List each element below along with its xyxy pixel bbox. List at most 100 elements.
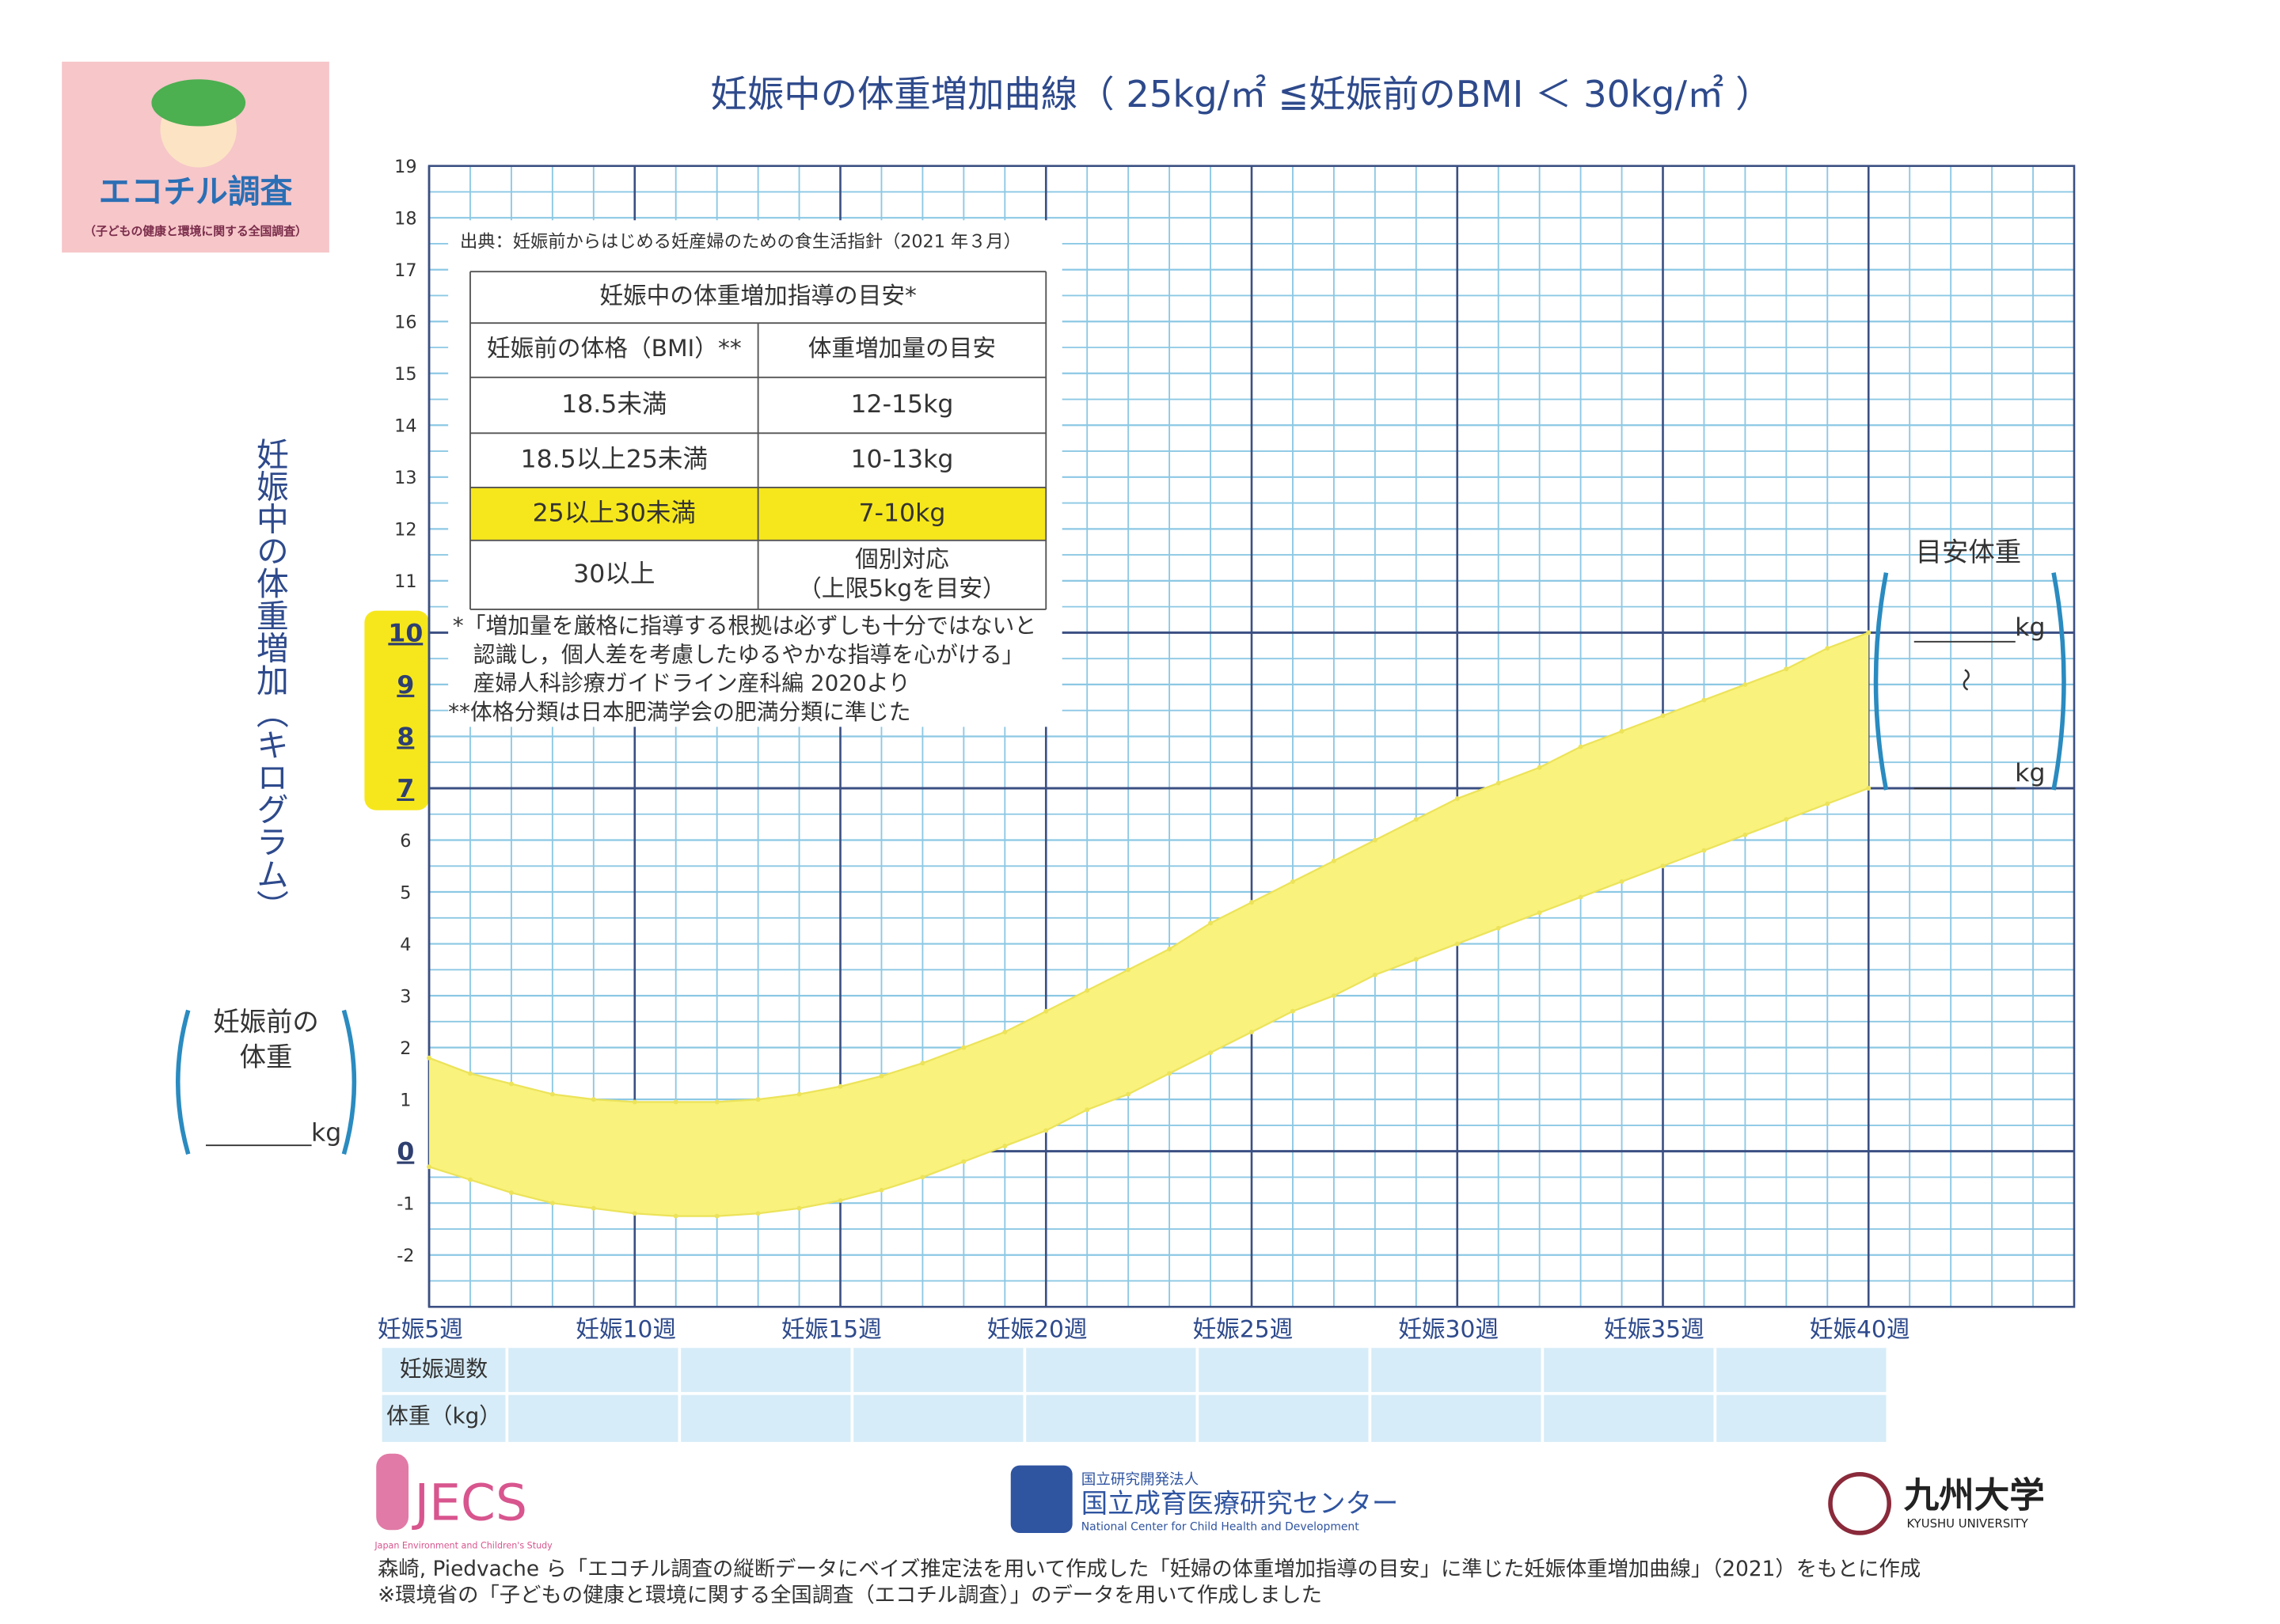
x-tick-label: 妊娠5週 <box>378 1315 463 1342</box>
band-point <box>467 1071 473 1076</box>
logo-subtitle: （子どもの健康と環境に関する全国調査） <box>84 224 307 238</box>
y-tick-label: 10 <box>388 619 423 647</box>
y-tick-label: 9 <box>397 671 414 700</box>
ncchd-name: 国立成育医療研究センター <box>1081 1488 1399 1519</box>
kyushu-mark <box>1828 1471 1892 1535</box>
guide-note: **体格分類は日本肥満学会の肥満分類に準じた <box>448 699 910 725</box>
y-tick-label: 5 <box>400 882 411 903</box>
y-tick-label: 2 <box>400 1038 411 1059</box>
table-cell: 25以上30未満 <box>533 499 696 527</box>
table-cell: 7-10kg <box>859 499 946 527</box>
table-cell: 18.5以上25未満 <box>521 446 708 474</box>
band-point <box>427 1055 431 1061</box>
band-point <box>673 1213 678 1219</box>
y-tick-label: 4 <box>400 935 411 955</box>
target-unit-upper: kg <box>2015 613 2045 642</box>
band-point <box>879 1187 884 1193</box>
table-cell: 12-15kg <box>850 390 953 419</box>
logo-title: エコチル調査 <box>99 173 293 211</box>
y-tick-label: 12 <box>394 520 416 541</box>
ncchd-prefix: 国立研究開発法人 <box>1081 1472 1199 1489</box>
table-header: 体重増加量の目安 <box>808 334 996 362</box>
bracket <box>2051 572 2066 791</box>
pre-weight-label: 妊娠前の <box>213 1007 319 1038</box>
band-point <box>920 1174 925 1180</box>
band-point <box>1660 863 1666 869</box>
band-point <box>549 1201 555 1206</box>
band-point <box>632 1211 637 1216</box>
band-point <box>1249 1029 1254 1034</box>
bracket <box>341 1009 357 1155</box>
ncchd-english: National Center for Child Health and Dev… <box>1081 1521 1359 1534</box>
band-point <box>1454 941 1460 947</box>
band-point <box>1002 1029 1008 1034</box>
band-fill <box>429 632 1869 1216</box>
band-point <box>1043 1008 1049 1014</box>
guide-note: 産婦人科診療ガイドライン産科編 2020より <box>473 670 910 696</box>
band-point <box>1742 832 1748 837</box>
band-point <box>673 1099 678 1105</box>
table-cell: 30以上 <box>573 560 655 588</box>
logo-leaf <box>151 79 246 127</box>
band-point <box>1085 988 1090 993</box>
band-point <box>1578 894 1583 900</box>
guide-note: *「増加量を厳格に指導する根拠は必ずしも十分ではないと <box>453 613 1036 639</box>
x-tick-label: 妊娠15週 <box>781 1315 882 1342</box>
jecs-name: JECS <box>411 1474 527 1532</box>
y-tick-label: -2 <box>397 1246 414 1266</box>
footer-note: ※環境省の「子どもの健康と環境に関する全国調査（エコチル調査）」のデータを用いて… <box>378 1584 1322 1607</box>
band-point <box>1331 993 1336 999</box>
y-tick-label: 16 <box>394 313 416 333</box>
y-tick-label: 15 <box>394 364 416 385</box>
band-point <box>1825 646 1830 651</box>
y-tick-label: 11 <box>394 571 416 592</box>
y-tick-label: 13 <box>394 468 416 488</box>
table-cell: 18.5未満 <box>561 390 667 419</box>
table-cell: 10-13kg <box>850 446 953 474</box>
band-point <box>1578 744 1583 749</box>
band-point <box>1866 630 1872 636</box>
kyushu-name: 九州大学 <box>1904 1475 2045 1516</box>
plot-border <box>428 165 2076 1308</box>
y-tick-label: 0 <box>397 1138 414 1167</box>
band-point <box>796 1091 802 1097</box>
x-tick-label: 妊娠20週 <box>987 1315 1088 1342</box>
x-tick-label: 妊娠30週 <box>1398 1315 1499 1342</box>
band-point <box>838 1083 843 1089</box>
band-point <box>427 1164 431 1170</box>
bracket <box>175 1009 191 1155</box>
guide-note: 認識し，個人差を考慮したゆるやかな指導を心がける」 <box>473 641 1024 667</box>
band-point <box>1701 697 1707 703</box>
band-point <box>1002 1144 1008 1149</box>
band-point <box>1825 801 1830 806</box>
band-point <box>755 1097 761 1102</box>
band-point <box>1866 786 1872 791</box>
band-point <box>1126 967 1131 973</box>
y-tick-label: 6 <box>400 831 411 852</box>
y-tick-label: 3 <box>400 986 411 1007</box>
band-point <box>1208 1050 1214 1056</box>
band-point <box>1701 848 1707 853</box>
band-point <box>591 1097 596 1102</box>
band-point <box>1495 925 1501 931</box>
band-point <box>714 1099 720 1105</box>
band-point <box>467 1177 473 1182</box>
x-tick-label: 妊娠10週 <box>576 1315 676 1342</box>
pre-weight-unit: kg <box>311 1118 341 1147</box>
band-point <box>1495 780 1501 786</box>
y-tick-label: -1 <box>397 1194 414 1215</box>
band-point <box>1043 1128 1049 1133</box>
record-row-label: 妊娠週数 <box>400 1356 488 1382</box>
jecs-subtitle: Japan Environment and Children's Study <box>374 1541 553 1551</box>
band-point <box>1742 681 1748 687</box>
y-tick-label: 8 <box>397 723 414 751</box>
band-point <box>796 1205 802 1211</box>
band-point <box>1126 1091 1131 1097</box>
band-point <box>1660 713 1666 719</box>
pre-weight-label: 体重 <box>240 1042 293 1072</box>
kyushu-english: KYUSHU UNIVERSITY <box>1906 1517 2028 1531</box>
highlight-box <box>364 610 430 810</box>
band-point <box>508 1081 514 1087</box>
band-point <box>755 1211 761 1216</box>
